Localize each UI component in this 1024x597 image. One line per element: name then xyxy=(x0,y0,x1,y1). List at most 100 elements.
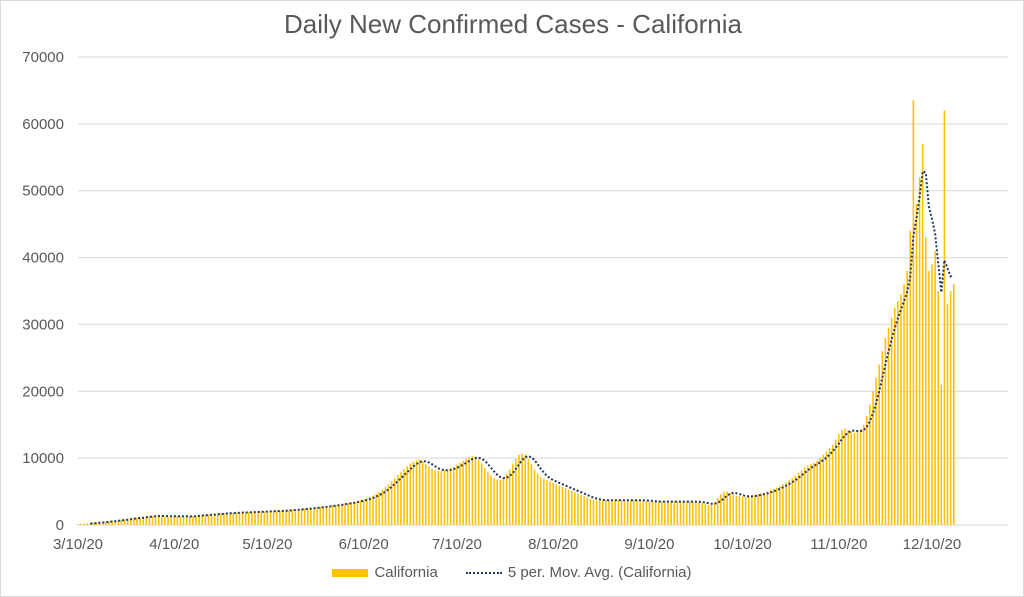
bar xyxy=(890,317,893,525)
moving-average-line xyxy=(90,169,955,525)
bar xyxy=(151,515,154,525)
bar xyxy=(527,458,530,525)
bar xyxy=(813,462,815,525)
bar xyxy=(546,480,548,525)
bar xyxy=(629,500,632,525)
y-tick-label: 40000 xyxy=(22,250,64,267)
bar xyxy=(92,522,95,525)
bar xyxy=(763,492,766,525)
bar xyxy=(362,499,365,525)
bar xyxy=(859,429,862,525)
bar xyxy=(608,500,610,525)
bar xyxy=(664,501,666,525)
chart-title: Daily New Confirmed Cases - California xyxy=(283,9,743,39)
bar xyxy=(738,496,741,525)
bar xyxy=(157,515,160,525)
bar xyxy=(803,467,806,525)
bar xyxy=(856,432,859,525)
bar xyxy=(617,500,620,525)
bar xyxy=(105,521,107,525)
bar xyxy=(310,507,312,525)
bar xyxy=(748,496,750,525)
legend-label-avg: 5 per. Mov. Avg. (California) xyxy=(507,564,692,581)
bar xyxy=(213,514,216,525)
bar xyxy=(564,488,567,525)
bar xyxy=(570,490,573,525)
bar xyxy=(549,481,551,525)
bar xyxy=(639,500,641,525)
bar xyxy=(710,504,713,525)
bar xyxy=(452,466,455,525)
bar xyxy=(307,508,309,525)
bar xyxy=(393,478,396,525)
bar xyxy=(791,478,794,525)
bar xyxy=(229,512,231,525)
bar xyxy=(934,250,936,525)
bar xyxy=(409,463,412,525)
bar xyxy=(415,460,418,525)
bar xyxy=(772,488,775,525)
bar xyxy=(716,498,719,525)
bar xyxy=(204,514,207,525)
bar xyxy=(698,502,700,525)
bar xyxy=(536,473,539,525)
bar xyxy=(735,495,738,525)
bar xyxy=(779,485,781,525)
bar xyxy=(83,523,85,525)
bar xyxy=(822,454,825,525)
bar xyxy=(130,518,132,525)
bar xyxy=(195,515,197,525)
bar xyxy=(841,430,843,525)
bar xyxy=(198,515,200,525)
bar xyxy=(291,509,294,525)
bar xyxy=(552,482,554,525)
bar xyxy=(139,517,141,525)
bar xyxy=(369,496,371,525)
bar xyxy=(732,494,735,525)
bar xyxy=(595,500,598,525)
bar xyxy=(918,177,921,526)
bar xyxy=(766,491,769,525)
x-tick-label: 8/10/20 xyxy=(528,536,578,553)
bar xyxy=(720,494,722,525)
bar xyxy=(356,500,359,525)
bar xyxy=(729,492,731,525)
bar xyxy=(266,511,269,525)
bar xyxy=(866,416,868,525)
bar xyxy=(154,515,157,525)
y-tick-label: 10000 xyxy=(22,450,64,467)
bar xyxy=(428,466,430,525)
bar xyxy=(282,510,284,525)
bar xyxy=(251,511,253,525)
bar xyxy=(372,495,374,525)
bar xyxy=(406,466,408,525)
bar xyxy=(605,500,607,525)
bar xyxy=(350,502,353,525)
legend-item-bars: California xyxy=(332,564,438,581)
bar xyxy=(648,501,651,525)
bar xyxy=(319,506,322,525)
bar xyxy=(626,500,629,525)
y-tick-label: 0 xyxy=(56,517,64,534)
bar xyxy=(347,502,349,525)
bar xyxy=(555,484,558,525)
x-tick-label: 12/10/20 xyxy=(903,536,961,553)
x-tick-label: 4/10/20 xyxy=(149,536,199,553)
bar xyxy=(760,493,762,525)
bar xyxy=(769,490,772,525)
bar xyxy=(468,457,471,525)
bar xyxy=(925,237,927,525)
bar xyxy=(285,510,287,525)
bar xyxy=(645,500,648,525)
bar xyxy=(642,500,644,525)
bar xyxy=(390,481,393,525)
bar xyxy=(943,110,946,525)
bar xyxy=(800,470,803,525)
bar xyxy=(493,478,495,525)
chart-legend: California 5 per. Mov. Avg. (California) xyxy=(0,564,1024,581)
bar xyxy=(344,503,346,525)
bar xyxy=(201,515,203,525)
bar xyxy=(611,500,613,525)
bar xyxy=(807,465,809,525)
